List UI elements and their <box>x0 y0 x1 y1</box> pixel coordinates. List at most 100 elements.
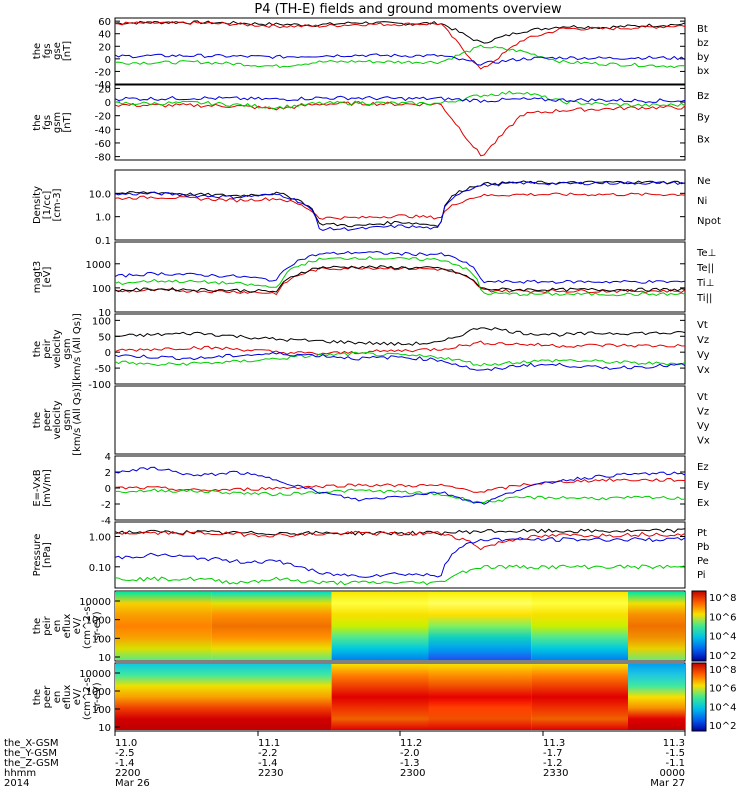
x-row-value: -1.2 <box>543 758 563 769</box>
series-line-Te|| <box>114 265 686 293</box>
legend-entry: Ey <box>697 480 709 491</box>
y-tick-label: 50 <box>98 332 111 343</box>
x-row-value: 11.2 <box>400 738 422 749</box>
y-tick-label: 1.00 <box>89 532 111 543</box>
y-axis-label: [cm-3] <box>52 188 63 221</box>
legend-entry: Vt <box>697 320 708 331</box>
x-row-label: the_X-GSM <box>4 738 58 749</box>
panel-1: the fgs gsm [nT] 20 0 -20 -40 -60 -80 Bz By Bx <box>32 84 710 163</box>
x-row-value: 2230 <box>258 768 283 779</box>
x-row-value: Mar 26 <box>115 778 150 789</box>
series-line-Bz <box>114 101 686 157</box>
y-axis-label: peir <box>42 338 53 358</box>
legend-entry: Vz <box>697 335 709 346</box>
x-row-value: 2200 <box>115 768 140 779</box>
series-line-Ti|| <box>114 255 686 297</box>
y-axis-label: peir <box>42 615 53 635</box>
panel-3: magt3 [eV] 1000 100 10 Te⊥ Te|| Ti⊥ Ti|| <box>32 241 716 319</box>
y-tick-label: 100 <box>92 316 111 327</box>
x-row-label: the_Z-GSM <box>4 758 59 769</box>
x-row-value: 2330 <box>543 768 568 779</box>
legend-entry: Npot <box>697 216 721 227</box>
x-row-value: -1.1 <box>665 758 685 769</box>
y-tick-label: -4 <box>101 516 111 527</box>
y-tick-label: 4 <box>105 452 111 463</box>
y-axis-label: [nPa] <box>42 542 53 568</box>
legend-entry: Vz <box>697 407 709 418</box>
y-axis-label: velocity <box>52 329 63 368</box>
y-tick-label: -60 <box>95 139 111 150</box>
y-tick-label: 1000 <box>86 260 111 271</box>
y-axis-label: the <box>32 689 43 705</box>
series-line-By <box>114 90 686 110</box>
spectrogram-band <box>211 592 332 660</box>
y-tick-label: 10.0 <box>89 189 111 200</box>
legend-entry: bz <box>697 38 709 49</box>
series-line-Npot <box>114 181 686 231</box>
x-row-value: -2.5 <box>115 748 135 759</box>
legend-entry: Ez <box>697 462 709 473</box>
legend-entry: bx <box>697 66 709 77</box>
legend-entry: Pe <box>697 556 709 567</box>
colorbar-tick-label: 10^2 <box>709 651 736 662</box>
series-line-Vz <box>114 340 686 356</box>
y-axis-label: [mV/m] <box>42 469 53 507</box>
y-tick-label: 60 <box>98 17 111 28</box>
y-axis-label: magt3 <box>32 261 43 294</box>
panel-9: the peer en eflux eV/(cm^2-s-sr-eV) 10000 1000… <box>32 662 736 734</box>
y-axis-label: (cm^2-s- <box>82 673 93 720</box>
panel-frame <box>114 313 686 385</box>
series-line-Ez <box>114 477 686 493</box>
legend-entry: Vx <box>697 365 710 376</box>
series-line-Ey <box>114 488 685 504</box>
series-line-Ni <box>114 180 686 228</box>
y-axis-label: E=-VxB <box>32 469 43 506</box>
y-tick-label: 1000 <box>86 687 111 698</box>
panel-frame <box>114 169 686 241</box>
y-tick-label: -20 <box>95 67 111 78</box>
y-axis-label: gsm <box>52 112 63 133</box>
series-line-bz <box>114 20 686 70</box>
legend-entry: Pt <box>697 528 707 539</box>
panel-6: E=-VxB [mV/m] 4 2 0 -2 -4 Ez Ey Ex <box>32 452 709 527</box>
legend-entry: Vx <box>697 436 710 447</box>
y-axis-label: [nT] <box>62 41 73 61</box>
figure-title: P4 (TH-E) fields and ground moments over… <box>254 2 562 17</box>
legend-entry: Te⊥ <box>696 248 716 259</box>
y-tick-label: 40 <box>98 30 111 41</box>
legend-entry: By <box>697 113 710 124</box>
legend-entry: Bt <box>697 24 708 35</box>
x-row-value: Mar 27 <box>650 778 685 789</box>
y-tick-label: 100 <box>92 705 111 716</box>
x-row-value: 11.0 <box>115 738 137 749</box>
series-line-Pt <box>114 528 686 536</box>
legend-entry: Ti⊥ <box>696 278 714 289</box>
y-axis-label: the <box>32 618 43 634</box>
y-axis-label: peer <box>42 408 53 432</box>
legend-entry: Ni <box>697 196 707 207</box>
x-row-value: -1.7 <box>543 748 563 759</box>
y-tick-label: -20 <box>95 112 111 123</box>
y-axis-label: eflux <box>62 614 73 639</box>
y-axis-label: fgs <box>42 115 53 130</box>
x-axis-annotation: the_X-GSM 11.0 11.1 11.2 11.3 11.3 the_Y-GSM -2… <box>4 731 686 789</box>
colorbar <box>691 662 707 732</box>
series-line-Te⊥ <box>115 266 686 296</box>
x-row-label: 2014 <box>4 778 29 789</box>
series-line-by <box>114 44 686 69</box>
spectrogram-band <box>115 592 212 660</box>
spectrogram-band <box>531 664 628 730</box>
y-axis-label: sr-eV) <box>92 611 103 640</box>
panel-4: the peir velocity gsm [km/s (All Qs)] 100 50 0 -… <box>32 313 710 391</box>
legend-entry: Te|| <box>696 263 714 274</box>
spectrogram-band <box>428 592 532 660</box>
y-axis-label: eV/ <box>72 617 83 634</box>
y-axis-label: en <box>52 691 63 704</box>
colorbar-tick-label: 10^2 <box>709 721 736 732</box>
y-axis-label: eflux <box>62 685 73 710</box>
series-line-Ne <box>114 192 686 220</box>
legend-entry: Ne <box>697 176 711 187</box>
legend-entry: Vt <box>697 392 708 403</box>
y-tick-label: 20 <box>98 84 111 95</box>
